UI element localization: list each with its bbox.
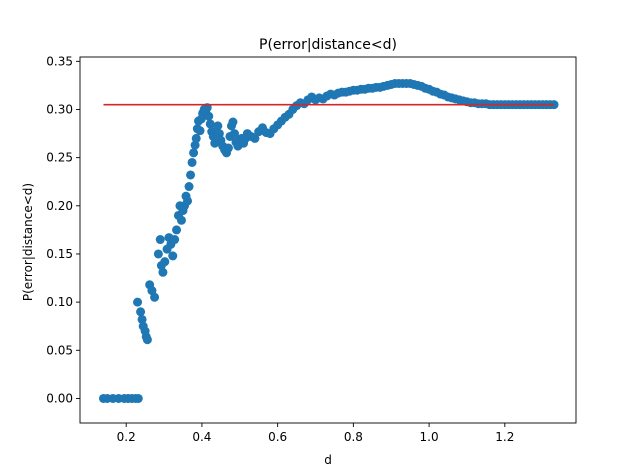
scatter-point-0-28 [170,235,180,245]
scatter-point-0-17 [147,286,157,296]
scatter-point-0-58 [214,129,224,139]
scatter-point-0-37 [184,182,194,192]
x-axis-label: d [324,453,332,467]
scatter-point-0-57 [213,121,223,131]
y-axis-label: P(error|distance<d) [21,183,35,301]
scatter-point-0-40 [189,148,199,158]
x-tick-label: 0.2 [117,430,136,444]
scatter-point-0-18 [150,292,160,302]
scatter-point-0-41 [190,140,200,150]
scatter-point-0-27 [168,251,178,261]
scatter-point-0-67 [229,129,239,139]
plot-frame [79,56,577,424]
scatter-point-0-8 [133,393,143,403]
scatter-point-0-66 [228,117,238,127]
scatter-point-0-32 [176,215,186,225]
plot-area [79,56,577,424]
scatter-point-0-155 [549,100,559,110]
x-tick-label: 1.2 [495,430,514,444]
x-tick-label: 0.8 [344,430,363,444]
scatter-point-0-9 [133,297,143,307]
scatter-point-0-19 [153,249,163,259]
y-tick-label: 0.15 [46,247,73,261]
scatter-point-0-38 [186,170,196,180]
y-tick-label: 0.10 [46,295,73,309]
scatter-point-0-11 [137,314,147,324]
y-tick-label: 0.30 [46,102,73,116]
scatter-point-0-15 [142,335,152,345]
scatter-point-0-51 [204,111,214,121]
scatter-point-0-29 [172,225,182,235]
scatter-point-0-63 [223,143,233,153]
y-tick-label: 0.05 [46,343,73,357]
y-tick-label: 0.00 [46,391,73,405]
scatter-point-0-42 [191,133,201,143]
scatter-point-0-10 [136,307,146,317]
y-tick-label: 0.25 [46,151,73,165]
x-tick-label: 1.0 [420,430,439,444]
data-points [98,78,559,403]
scatter-point-0-23 [160,257,170,267]
scatter-point-0-39 [187,157,197,167]
y-tick-label: 0.35 [46,54,73,68]
scatter-point-0-52 [205,119,215,129]
chart-title: P(error|distance<d) [259,37,397,53]
scatter-point-0-36 [183,196,193,206]
scatter-point-0-45 [195,126,205,136]
scatter-point-0-76 [250,133,260,143]
x-tick-label: 0.6 [268,430,287,444]
scatter-point-0-20 [155,235,165,245]
x-axis-ticks: 0.2 0.4 0.6 0.8 1.0 1.2 [117,423,514,444]
y-axis-ticks: 0.00 0.05 0.10 0.15 0.20 0.25 0.30 0.35 [46,54,80,405]
x-tick-label: 0.4 [192,430,211,444]
scatter-point-0-22 [158,267,168,277]
y-tick-label: 0.20 [46,199,73,213]
